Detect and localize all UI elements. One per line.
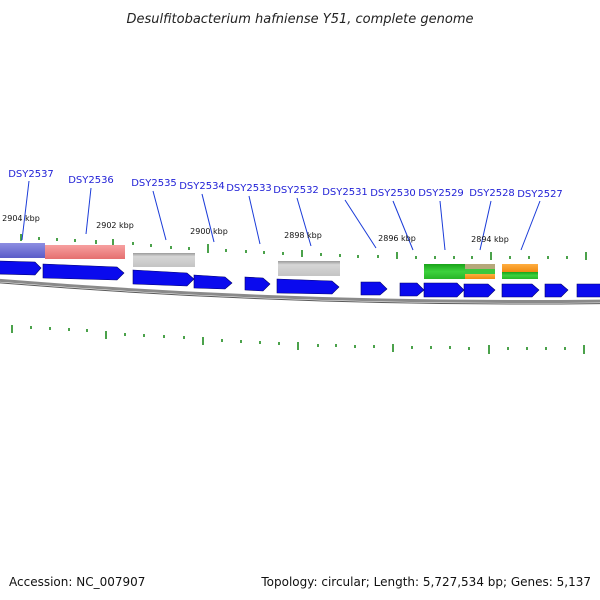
position-label: 2898 kbp [284,231,322,240]
gene-arrow[interactable] [193,274,233,290]
feature-block-stacked [465,269,495,274]
gene-arrow[interactable] [360,281,388,296]
feature-block-orange [502,264,538,272]
gene-arrow-track [0,260,600,298]
map-title: Desulfitobacterium hafniense Y51, comple… [126,12,473,27]
position-label: 2902 kbp [96,221,134,230]
position-labels: 2904 kbp 2902 kbp 2900 kbp 2898 kbp 2896… [2,214,509,244]
feature-block-green [424,264,466,279]
feature-block-pink [45,245,125,259]
feature-track [0,243,538,279]
position-label: 2896 kbp [378,234,416,243]
gene-arrow[interactable] [42,263,125,281]
accession-label: Accession: NC_007907 [9,575,145,589]
gene-label[interactable]: DSY2528 [469,188,515,199]
gene-arrow[interactable] [0,260,42,276]
gene-arrow[interactable] [501,283,540,298]
gene-label[interactable]: DSY2535 [131,178,177,189]
genome-backbone-shadow [0,282,600,305]
gene-label[interactable]: DSY2529 [418,188,464,199]
gene-label[interactable]: DSY2531 [322,187,368,198]
gene-label[interactable]: DSY2527 [517,189,563,200]
gene-arrow[interactable] [463,283,496,298]
gene-arrow[interactable] [544,283,569,298]
feature-block-gray [278,261,340,276]
position-label: 2900 kbp [190,227,228,236]
gene-arrow[interactable] [276,278,340,295]
gene-label[interactable]: DSY2530 [370,188,416,199]
gene-label[interactable]: DSY2536 [68,175,114,186]
gene-arrow[interactable] [132,269,195,287]
lower-tick-row [11,325,585,354]
feature-block-green [502,272,538,279]
genome-backbone [0,278,600,304]
gene-arrow[interactable] [576,283,600,298]
gene-label[interactable]: DSY2534 [179,181,225,192]
gene-arrow[interactable] [244,276,271,292]
feature-block-gray [133,253,195,267]
position-label: 2904 kbp [2,214,40,223]
gene-label[interactable]: DSY2537 [8,169,54,180]
feature-block-blue [0,243,45,258]
genome-summary: Topology: circular; Length: 5,727,534 bp… [260,575,591,589]
feature-block-stacked [465,264,495,269]
feature-block-stacked [465,274,495,279]
gene-label[interactable]: DSY2533 [226,183,272,194]
upper-tick-row [20,234,587,260]
position-label: 2894 kbp [471,235,509,244]
gene-arrow[interactable] [399,282,425,297]
gene-labels: DSY2537 DSY2536 DSY2535 DSY2534 DSY2533 … [8,169,563,200]
gene-label[interactable]: DSY2532 [273,185,319,196]
gene-arrow[interactable] [423,282,465,298]
leader-lines [21,180,541,251]
